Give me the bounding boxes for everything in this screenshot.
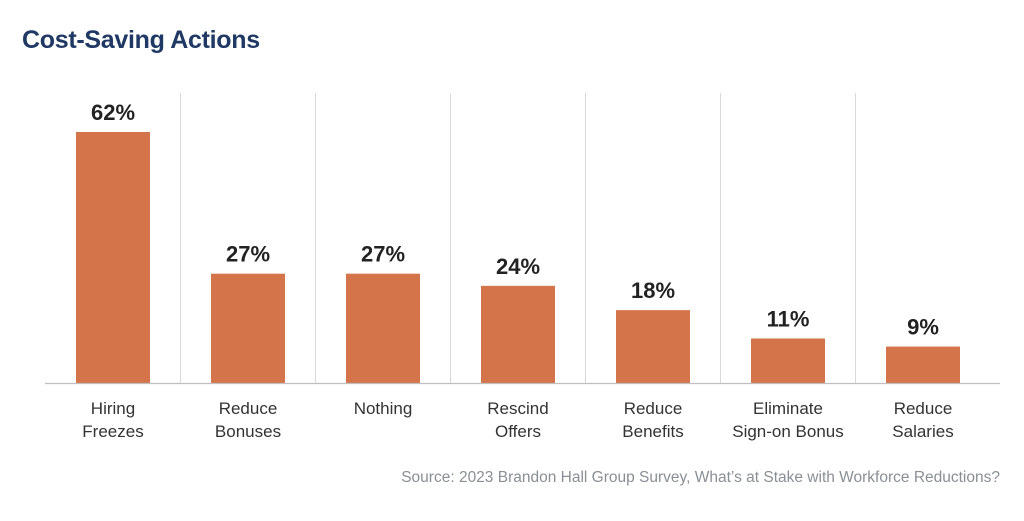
- bar: [346, 273, 420, 383]
- category-label: Eliminate: [753, 399, 823, 418]
- category-label: Hiring: [91, 399, 135, 418]
- bar: [751, 338, 825, 383]
- category-label: Rescind: [487, 399, 548, 418]
- data-label: 27%: [226, 242, 270, 267]
- data-label: 27%: [361, 242, 405, 267]
- category-label: Bonuses: [215, 422, 281, 441]
- category-label: Sign-on Bonus: [732, 422, 844, 441]
- category-label: Freezes: [82, 422, 143, 441]
- bar: [481, 285, 555, 383]
- bar: [886, 346, 960, 383]
- category-label: Reduce: [624, 399, 683, 418]
- category-label: Reduce: [219, 399, 278, 418]
- category-label: Nothing: [354, 399, 413, 418]
- data-label: 18%: [631, 278, 675, 303]
- data-label: 62%: [91, 100, 135, 125]
- data-label: 11%: [767, 306, 810, 331]
- category-label: Offers: [495, 422, 541, 441]
- bar: [616, 310, 690, 383]
- data-label: 24%: [496, 254, 540, 279]
- source-note: Source: 2023 Brandon Hall Group Survey, …: [401, 469, 1000, 486]
- category-label: Salaries: [892, 422, 953, 441]
- category-label: Benefits: [622, 422, 683, 441]
- data-label: 9%: [907, 315, 939, 340]
- category-label: Reduce: [894, 399, 953, 418]
- bar: [76, 132, 150, 383]
- bar: [211, 273, 285, 383]
- chart-title: Cost-Saving Actions: [22, 26, 260, 54]
